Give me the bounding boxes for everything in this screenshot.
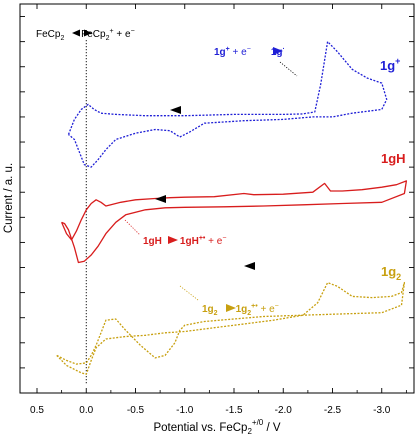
x-tick-label: -2.5 [324, 405, 342, 416]
series-label-1gh: 1gH [381, 151, 406, 166]
series-group [56, 40, 408, 375]
g2-reaction-label: 1g2 1g2+• + e− [202, 303, 279, 317]
sweep-arrow-1gh [155, 195, 166, 203]
g-plus-reaction-arrow [273, 47, 283, 55]
x-tick-label: 0.5 [30, 405, 44, 416]
series-label-1g2: 1g2 [381, 264, 401, 282]
x-axis-title: Potential vs. FeCp2+/0 / V [153, 418, 280, 436]
fecp-reaction-label: FeCp2 FeCp2+ + e− [36, 28, 135, 42]
plot-frame [19, 3, 415, 394]
series-line-2 [56, 281, 406, 375]
g2-leader-line [179, 285, 199, 301]
x-tick-label: -1.5 [225, 405, 243, 416]
x-tick-label: -1.0 [176, 405, 194, 416]
x-tick-labels: 0.50.0-0.5-1.0-1.5-2.0-2.5-3.0-3.5 [30, 405, 391, 416]
series-label-1g-plus: 1g+ [380, 56, 400, 73]
x-tick-label: -0.5 [127, 405, 145, 416]
sweep-arrow-1g-plus [170, 106, 181, 114]
g2-reaction-arrow [226, 304, 236, 312]
series-line-0 [67, 40, 388, 168]
x-tick-label: -2.0 [275, 405, 293, 416]
gh-reaction-arrow [168, 236, 178, 244]
series-line-1 [61, 180, 408, 264]
fecp-equilibrium-arrows [72, 29, 92, 37]
y-axis-title: Current / a. u. [3, 163, 15, 233]
x-tick-label: -3.0 [373, 405, 391, 416]
axis-ticks [20, 4, 414, 394]
gh-reaction-label: 1gH 1gH+• + e− [143, 235, 226, 247]
sweep-arrow-1g2 [244, 262, 255, 270]
x-tick-label: 0.0 [79, 405, 93, 416]
g-plus-leader-line [279, 61, 298, 77]
gh-leader-line [124, 219, 141, 236]
